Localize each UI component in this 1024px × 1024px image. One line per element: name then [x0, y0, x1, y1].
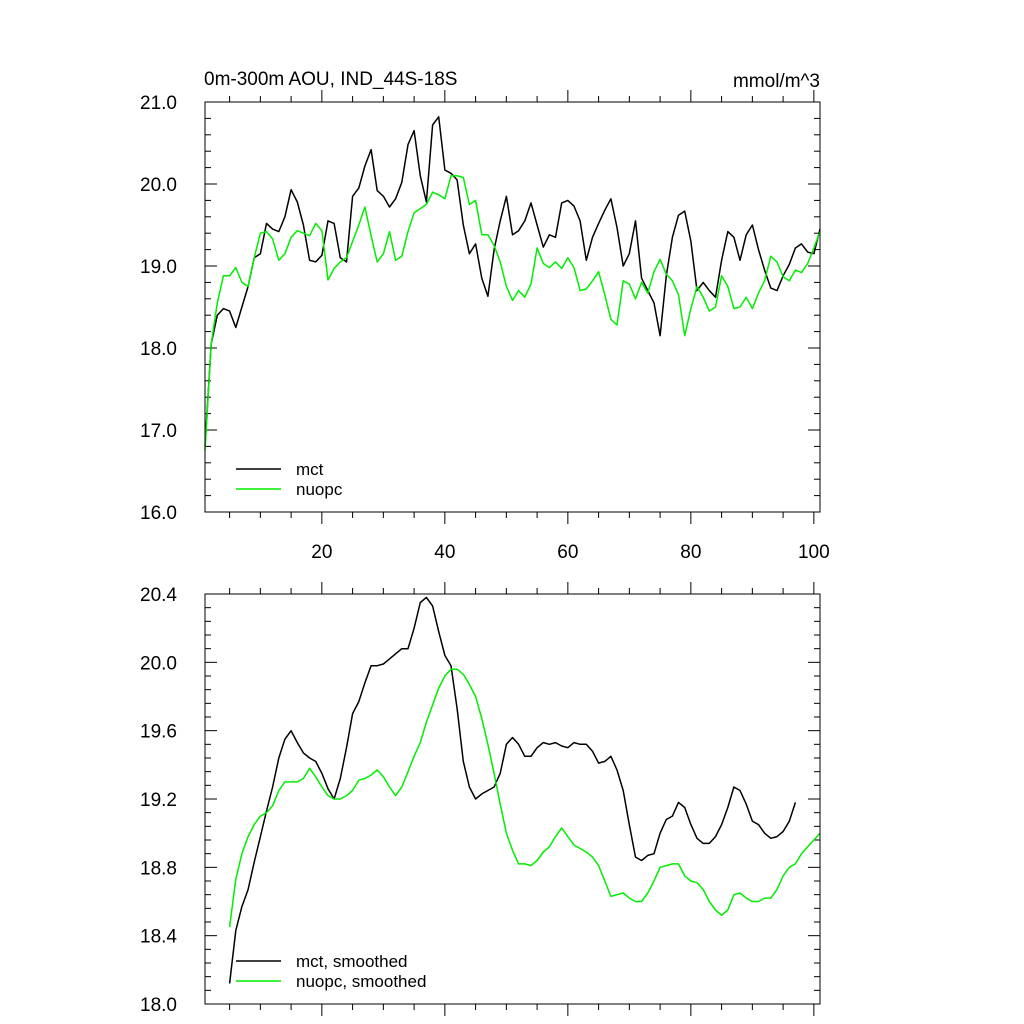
legend-label: mct	[296, 460, 324, 479]
chart-title: 0m-300m AOU, IND_44S-18S	[204, 69, 457, 90]
y-tick-label: 21.0	[140, 93, 177, 114]
y-tick-label: 18.0	[140, 995, 177, 1016]
y-tick-label: 17.0	[140, 421, 177, 442]
legend-label: nuopc	[296, 480, 343, 499]
y-tick-label: 19.2	[140, 790, 177, 811]
legend-label: nuopc, smoothed	[296, 972, 426, 991]
y-tick-label: 20.4	[140, 585, 177, 606]
y-tick-label: 16.0	[140, 503, 177, 524]
y-tick-label: 18.8	[140, 858, 177, 879]
series-line-mct-smoothed	[228, 596, 797, 984]
raw-axis-ticks	[205, 90, 820, 524]
x-tick-label: 80	[680, 542, 701, 563]
raw-panel: 16.0 17.0 18.0 19.0 20.0 21.0 20 40 60 80 100 mctn…	[140, 90, 830, 563]
x-tick-label: 100	[798, 542, 830, 563]
smoothed-plot-frame	[204, 593, 821, 1005]
raw-series-lines	[204, 116, 821, 451]
x-tick-label: 60	[557, 542, 578, 563]
y-tick-label: 20.0	[140, 175, 177, 196]
y-tick-label: 18.4	[140, 927, 177, 948]
x-tick-label: 20	[311, 542, 332, 563]
x-tick-label: 40	[434, 542, 455, 563]
units-label: mmol/m^3	[733, 71, 820, 92]
series-line-nuopc	[204, 175, 821, 451]
y-tick-label: 19.0	[140, 257, 177, 278]
y-tick-label: 18.0	[140, 339, 177, 360]
y-tick-label: 19.6	[140, 722, 177, 743]
y-tick-label: 20.0	[140, 653, 177, 674]
series-line-nuopc-smoothed	[228, 668, 821, 928]
smoothed-tick-labels: 18.0 18.4 18.8 19.2 19.6 20.0 20.4	[140, 585, 177, 1016]
raw-plot-frame	[204, 101, 821, 513]
legend-label: mct, smoothed	[296, 952, 408, 971]
smoothed-panel: 18.0 18.4 18.8 19.2 19.6 20.0 20.4 mct, smooth…	[140, 582, 821, 1016]
smoothed-series-lines	[228, 596, 821, 984]
smoothed-axis-ticks	[205, 582, 820, 1016]
series-line-mct	[204, 116, 821, 447]
raw-tick-labels: 16.0 17.0 18.0 19.0 20.0 21.0 20 40 60 80 100	[140, 93, 830, 563]
